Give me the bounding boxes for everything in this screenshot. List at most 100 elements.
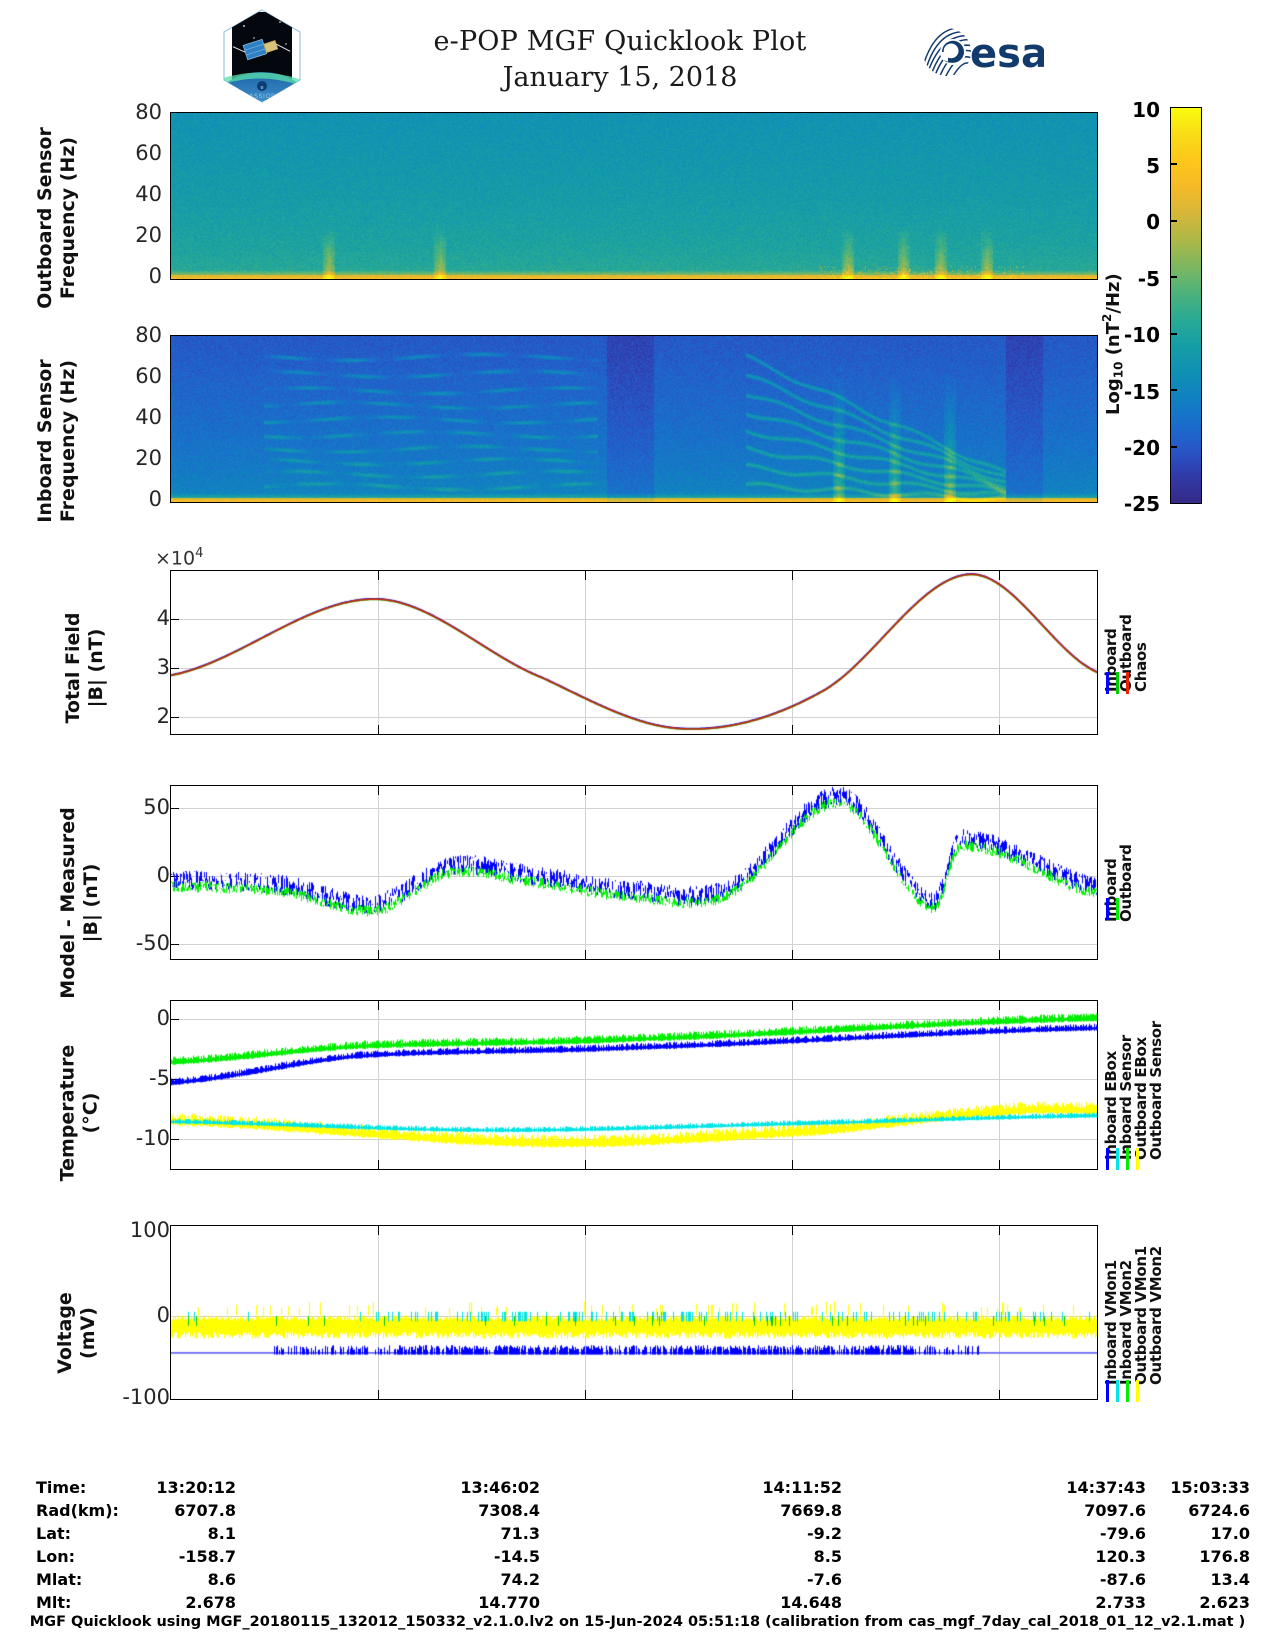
ephemeris-value: 8.5 — [813, 1547, 842, 1566]
swatch-inboard-sensor — [1116, 1148, 1119, 1170]
mission-logo-caption: CASSIOPE — [244, 93, 280, 100]
ytick-labels-model-measured: 50 0 -50 — [135, 795, 170, 955]
axis-label-outboard-spectrogram: Outboard Sensor Frequency (Hz) — [34, 127, 79, 309]
footer-note: MGF Quicklook using MGF_20180115_132012_… — [29, 1614, 1246, 1630]
ephemeris-value: 6724.6 — [1188, 1501, 1250, 1520]
ytick-labels-temperature: 0 -5 -10 — [135, 1006, 170, 1150]
plot-area-total-field — [170, 570, 1098, 735]
ephemeris-row-label: Lon: — [36, 1547, 75, 1566]
voltage-traces — [171, 1226, 1097, 1399]
swatch-outboard — [1116, 672, 1119, 694]
ephemeris-value: 14:11:52 — [762, 1478, 842, 1497]
page-title: e-POP MGF Quicklook Plot January 15, 201… — [330, 24, 910, 96]
ephemeris-value: 8.6 — [207, 1570, 236, 1589]
swatch-outboard-vmon1 — [1126, 1380, 1129, 1402]
swatch-inboard — [1106, 898, 1109, 920]
ephemeris-row-label: Lat: — [36, 1524, 72, 1543]
legend-item-outboard: Outboard — [1117, 844, 1135, 923]
colorbar-tick-labels: 10 5 0 -5 -10 -15 -20 -25 — [1123, 98, 1160, 516]
ephemeris-value: 2.733 — [1095, 1593, 1146, 1612]
ephemeris-value: 14:37:43 — [1066, 1478, 1146, 1497]
ephemeris-row: Rad(km): 6707.8 7308.4 7669.8 7097.6 6724.6 — [0, 1501, 1275, 1524]
ephemeris-value: 7097.6 — [1084, 1501, 1146, 1520]
ephemeris-value: 13.4 — [1210, 1570, 1250, 1589]
ephemeris-value: 15:03:33 — [1170, 1478, 1250, 1497]
ytick-labels-total-field: 4 3 2 — [156, 606, 170, 728]
ephemeris-table: Time: 13:20:12 13:46:02 14:11:52 14:37:43 15:… — [0, 1478, 1275, 1616]
swatch-inboard — [1106, 672, 1109, 694]
ephemeris-value: -79.6 — [1099, 1524, 1146, 1543]
axis-label-voltage: Voltage (mV) — [54, 1292, 99, 1374]
plot-area-inboard-spectrogram — [170, 335, 1098, 503]
swatch-inboard-ebox — [1106, 1148, 1109, 1170]
ephemeris-value: -87.6 — [1099, 1570, 1146, 1589]
ephemeris-value: 7308.4 — [478, 1501, 540, 1520]
ephemeris-row: Mlat: 8.6 74.2 -7.6 -87.6 13.4 — [0, 1570, 1275, 1593]
ephemeris-value: 13:20:12 — [156, 1478, 236, 1497]
axis-label-inboard-spectrogram: Inboard Sensor Frequency (Hz) — [34, 359, 79, 523]
ephemeris-value: 176.8 — [1199, 1547, 1250, 1566]
spectrogram-image-outboard — [171, 113, 1097, 279]
plot-area-voltage — [170, 1225, 1098, 1400]
ephemeris-value: 120.3 — [1095, 1547, 1146, 1566]
ephemeris-value: 2.623 — [1199, 1593, 1250, 1612]
axis-multiplier-total-field: ×104 — [155, 546, 204, 570]
ytick-labels-voltage: 100 0 -100 — [122, 1218, 170, 1409]
ephemeris-value: 71.3 — [500, 1524, 540, 1543]
legend-swatches-voltage — [1106, 1380, 1139, 1402]
ephemeris-row: Lat: 8.1 71.3 -9.2 -79.6 17.0 — [0, 1524, 1275, 1547]
ytick-labels-inboard: 80 60 40 20 0 — [135, 323, 162, 511]
ephemeris-row-label: Mlt: — [36, 1593, 72, 1612]
legend-item-outboard-vmon2: Outboard VMon2 — [1147, 1246, 1165, 1385]
ephemeris-value: 8.1 — [207, 1524, 236, 1543]
plot-area-model-minus-measured — [170, 785, 1098, 960]
ephemeris-value: -158.7 — [178, 1547, 236, 1566]
title-main: e-POP MGF Quicklook Plot — [433, 26, 807, 57]
ephemeris-value: 14.648 — [780, 1593, 842, 1612]
ephemeris-value: 74.2 — [500, 1570, 540, 1589]
legend-swatches-temperature — [1106, 1148, 1139, 1170]
ephemeris-row: Lon: -158.7 -14.5 8.5 120.3 176.8 — [0, 1547, 1275, 1570]
swatch-outboard-ebox — [1126, 1148, 1129, 1170]
swatch-inboard-vmon2 — [1116, 1380, 1119, 1402]
swatch-inboard-vmon1 — [1106, 1380, 1109, 1402]
spectrogram-image-inboard — [171, 336, 1097, 502]
model-measured-traces — [171, 786, 1097, 959]
swatch-outboard — [1116, 898, 1119, 920]
ephemeris-row-label: Mlat: — [36, 1570, 83, 1589]
ephemeris-row-label: Rad(km): — [36, 1501, 119, 1520]
colorbar-ticks — [1170, 107, 1180, 504]
ephemeris-value: 2.678 — [185, 1593, 236, 1612]
legend-temperature: Inboard EBox Inboard Sensor Outboard EBo… — [1102, 1000, 1165, 1160]
axis-label-total-field: Total Field |B| (nT) — [62, 612, 107, 724]
total-field-traces — [171, 571, 1097, 734]
legend-voltage: Inboard VMon1 Inboard VMon2 Outboard VMo… — [1102, 1225, 1165, 1385]
temperature-traces — [171, 1001, 1097, 1169]
swatch-outboard-sensor — [1136, 1148, 1139, 1170]
ephemeris-value: 7669.8 — [780, 1501, 842, 1520]
axis-label-model-minus-measured: Model - Measured |B| (nT) — [57, 807, 102, 999]
ephemeris-row: Time: 13:20:12 13:46:02 14:11:52 14:37:43 15:… — [0, 1478, 1275, 1501]
ytick-labels-outboard: 80 60 40 20 0 — [135, 100, 162, 288]
svg-text:e: e — [260, 85, 263, 91]
ephemeris-value: 6707.8 — [174, 1501, 236, 1520]
ephemeris-value: -7.6 — [807, 1570, 842, 1589]
colorbar-gradient — [1170, 107, 1202, 504]
legend-item-chaos: Chaos — [1132, 642, 1150, 692]
swatch-chaos — [1126, 672, 1129, 694]
ephemeris-row-label: Time: — [36, 1478, 87, 1497]
ephemeris-value: 13:46:02 — [460, 1478, 540, 1497]
header: e CASSIOPE e-POP MGF Quicklook Plot Janu… — [0, 0, 1275, 108]
cassiope-mission-logo: e CASSIOPE — [218, 8, 306, 104]
ephemeris-value: 17.0 — [1210, 1524, 1250, 1543]
axis-label-temperature: Temperature (°C) — [56, 1044, 102, 1182]
ephemeris-row: Mlt: 2.678 14.770 14.648 2.733 2.623 — [0, 1593, 1275, 1616]
legend-swatches-total-field — [1106, 672, 1129, 694]
title-subtitle: January 15, 2018 — [502, 62, 738, 93]
ephemeris-value: 14.770 — [478, 1593, 540, 1612]
plot-area-outboard-spectrogram — [170, 112, 1098, 280]
swatch-outboard-vmon2 — [1136, 1380, 1139, 1402]
plot-area-temperature — [170, 1000, 1098, 1170]
esa-logo: esa — [922, 26, 1048, 78]
ephemeris-value: -9.2 — [807, 1524, 842, 1543]
